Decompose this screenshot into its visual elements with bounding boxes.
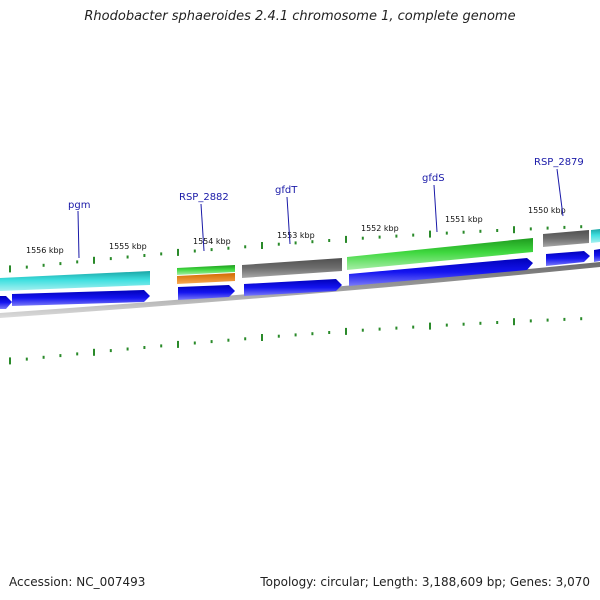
gene-teal-partial-bar — [591, 229, 600, 243]
gene-gfdT-bar — [242, 258, 342, 278]
gene-label-leaders — [77, 168, 564, 259]
lower-tick-marks — [9, 317, 583, 365]
gene-label-gfdT[interactable]: gfdT — [275, 185, 298, 196]
cds-arrow — [12, 290, 150, 306]
gene-gfdS-bar — [347, 238, 533, 270]
gene-label-gfdS[interactable]: gfdS — [422, 173, 445, 184]
kbp-label: 1552 kbp — [361, 224, 399, 233]
topology-text: Topology: circular; Length: 3,188,609 bp… — [260, 575, 590, 589]
kbp-label: 1550 kbp — [528, 206, 566, 215]
gene-label-rsp2882[interactable]: RSP_2882 — [179, 192, 229, 203]
gene-rsp2879-bar — [543, 230, 589, 247]
upper-tick-marks — [9, 225, 583, 273]
cds-arrow — [546, 251, 590, 266]
gene-features — [0, 229, 600, 291]
gene-pgm-bar — [0, 271, 150, 291]
cds-arrow — [349, 258, 533, 286]
cds-arrow — [178, 285, 235, 300]
kbp-label: 1555 kbp — [109, 242, 147, 251]
cds-arrow — [244, 279, 342, 296]
map-title: Rhodobacter sphaeroides 2.4.1 chromosome… — [84, 9, 516, 24]
gene-label-pgm[interactable]: pgm — [68, 200, 90, 211]
kbp-label: 1556 kbp — [26, 246, 64, 255]
kbp-scale-labels: 1556 kbp 1555 kbp 1554 kbp 1553 kbp 1552… — [26, 206, 566, 255]
kbp-label: 1554 kbp — [193, 237, 231, 246]
accession-text: Accession: NC_007493 — [9, 575, 146, 589]
cds-arrow — [594, 249, 600, 262]
kbp-label: 1551 kbp — [445, 215, 483, 224]
kbp-label: 1553 kbp — [277, 231, 315, 240]
gene-rsp2882-bar — [177, 265, 235, 275]
gene-label-rsp2879[interactable]: RSP_2879 — [534, 157, 584, 168]
cds-arrow — [0, 296, 12, 309]
gene-labels: pgm RSP_2882 gfdT gfdS RSP_2879 — [68, 157, 584, 211]
gene-rsp2882-orange-bar — [177, 273, 235, 284]
forward-strand-cds — [0, 249, 600, 309]
